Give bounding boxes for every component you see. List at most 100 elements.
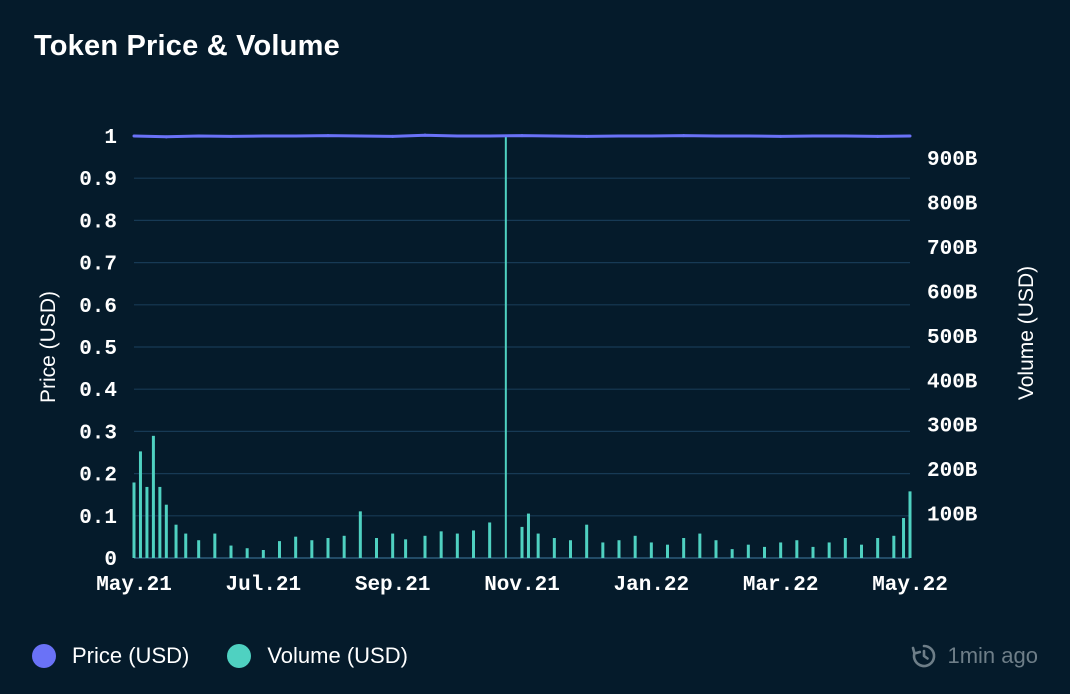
price-point [132,134,136,138]
volume-bar [358,511,362,558]
volume-bar [585,524,589,558]
y-left-tick-label: 0.4 [79,380,117,403]
volume-bar [892,535,896,558]
y-right-tick-label: 200B [927,460,978,483]
volume-bar [375,538,378,558]
volume-bar [261,550,265,558]
y-left-ticks: 0 0.1 0.2 0.3 0.4 0.5 0.6 0.7 0.8 0.9 1 [79,127,117,572]
volume-bar [391,533,395,558]
volume-bar [827,542,831,558]
x-tick-label: May.21 [96,574,172,597]
volume-bar [229,545,233,558]
y-left-tick-label: 0.3 [79,422,117,445]
y-right-ticks: 100B 200B 300B 400B 500B 600B 700B 800B 900B [927,149,978,527]
volume-bar [843,538,847,558]
volume-bar [795,540,799,558]
volume-bar [439,531,443,558]
volume-bar [164,504,168,558]
y-right-tick-label: 500B [927,327,978,350]
volume-bar [552,538,556,558]
volume-bar [326,538,330,558]
price-point [229,134,233,138]
volume-bar [488,522,492,558]
legend-label-price: Price (USD) [72,643,190,668]
x-ticks: May.21 Jul.21 Sep.21 Nov.21 Jan.22 Mar.22 May.… [96,574,948,597]
volume-bar [633,535,637,558]
y-left-tick-label: 0.5 [79,338,117,361]
price-point [682,134,686,138]
x-tick-label: Nov.21 [484,574,560,597]
volume-bar [151,435,155,558]
volume-bars [132,136,912,558]
volume-bar [520,526,524,558]
volume-bar [860,544,863,558]
volume-bar [472,530,475,558]
volume-bar [310,540,314,558]
x-tick-label: May.22 [872,574,948,597]
y-right-tick-label: 700B [927,238,978,261]
volume-bar [730,549,734,558]
volume-bar [601,542,605,558]
y-left-tick-label: 0.8 [79,211,117,234]
price-point [164,135,168,139]
price-point [391,134,395,138]
volume-bar [763,546,766,558]
price-point [876,134,880,138]
price-point [552,134,556,138]
legend: Price (USD) Volume (USD) [32,643,446,669]
refresh-clock-icon [912,644,936,668]
volume-bar [278,541,281,558]
volume-bar [569,540,572,558]
price-point [746,134,750,138]
price-point [455,134,459,138]
x-tick-label: Jul.21 [226,574,302,597]
chart-title: Token Price & Volume [34,30,340,62]
volume-bar [138,451,142,558]
volume-bar [404,539,408,558]
volume-bar [698,533,702,558]
price-point [520,134,524,138]
volume-bar [902,518,906,558]
volume-bar [342,535,346,558]
y-left-tick-label: 0.7 [79,254,117,277]
price-point [261,134,265,138]
volume-bar [526,513,530,558]
grid-lines [134,135,910,559]
price-point [714,134,718,138]
price-point [423,133,427,137]
price-point [585,134,589,138]
legend-item-volume[interactable]: Volume (USD) [227,643,408,669]
price-point [617,134,621,138]
volume-bar [294,536,298,558]
volume-bar [245,548,249,558]
y-left-tick-label: 0.2 [79,465,117,488]
price-point [197,134,201,138]
y-left-tick-label: 0.9 [79,169,117,192]
price-point [294,134,298,138]
y-right-tick-label: 100B [927,505,978,528]
volume-bar [184,533,188,558]
y-left-tick-label: 1 [104,127,117,150]
volume-bar [876,538,880,558]
volume-bar [455,533,459,558]
volume-bar [714,540,718,558]
price-point [843,134,847,138]
y-right-tick-label: 600B [927,282,978,305]
volume-bar [666,544,669,558]
y-right-tick-label: 800B [927,194,978,217]
y-right-tick-label: 300B [927,416,978,439]
price-point [488,134,492,138]
y-right-tick-label: 400B [927,371,978,394]
y-right-axis-title: Volume (USD) [1015,266,1038,400]
legend-label-volume: Volume (USD) [267,643,408,668]
volume-bar [213,533,217,558]
volume-bar [197,540,201,558]
updated-text: 1min ago [947,643,1038,668]
volume-bar [779,542,783,558]
y-left-axis-title: Price (USD) [37,291,60,403]
price-point [358,134,362,138]
legend-item-price[interactable]: Price (USD) [32,643,189,669]
volume-legend-swatch-icon [227,644,252,668]
volume-bar [174,524,178,558]
volume-bar [132,482,136,558]
